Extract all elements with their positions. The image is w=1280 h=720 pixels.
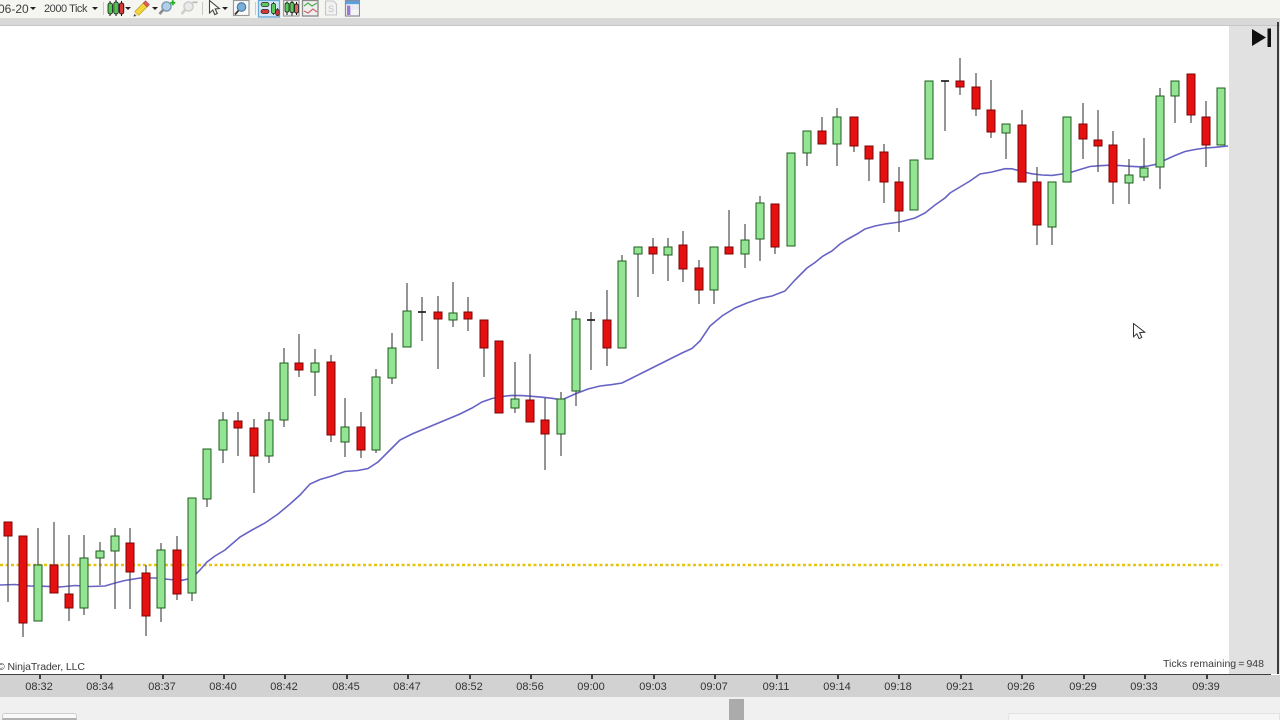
svg-text:S: S [328,4,334,14]
